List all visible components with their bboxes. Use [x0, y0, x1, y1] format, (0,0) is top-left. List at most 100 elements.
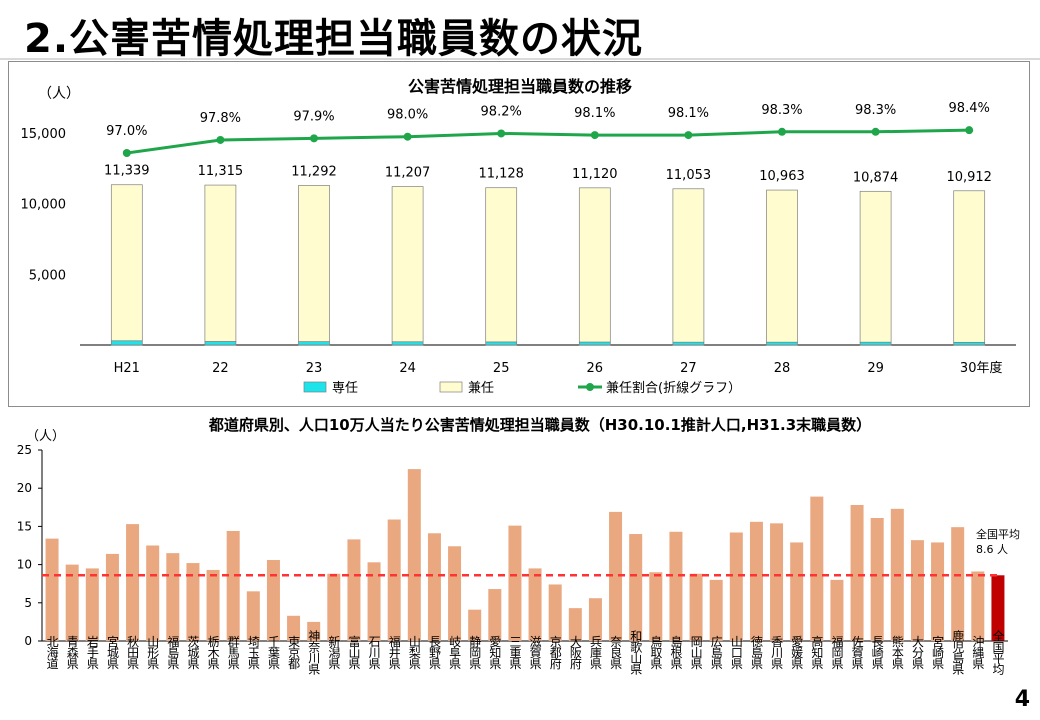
- bar-senin: [766, 341, 798, 346]
- prefecture-bar: [186, 563, 200, 641]
- prefecture-label: 奈良県: [609, 635, 623, 669]
- bar-kennin: [859, 190, 892, 343]
- trend-y-tick-label: 10,000: [21, 198, 67, 213]
- prefecture-label: 茨城県: [186, 635, 200, 669]
- prefecture-label: 鳥取県: [649, 634, 663, 669]
- bar-senin: [672, 341, 705, 346]
- prefecture-label: 愛媛県: [790, 635, 804, 669]
- page-number: 4: [1014, 687, 1030, 712]
- ratio-label: 98.3%: [761, 103, 802, 118]
- prefecture-label: 熊本県: [890, 634, 904, 669]
- prefecture-label: 長崎県: [870, 635, 884, 669]
- prefecture-label: 群馬県: [226, 635, 240, 669]
- prefecture-bar: [427, 533, 441, 641]
- bar-kennin: [578, 187, 611, 343]
- prefecture-bar: [850, 505, 864, 641]
- prefecture-bar: [669, 531, 683, 641]
- bar-senin: [859, 341, 892, 346]
- prefecture-bar: [689, 573, 703, 641]
- bar-senin: [953, 341, 986, 346]
- prefecture-label: 福井県: [387, 634, 401, 669]
- prefecture-bar: [870, 517, 884, 641]
- prefecture-label: 鹿児島県: [951, 629, 965, 675]
- bar-kennin: [298, 185, 330, 342]
- prefecture-label: 東京都: [287, 635, 301, 669]
- prefecture-label: 京都府: [548, 635, 562, 669]
- prefecture-label: 青森県: [65, 635, 79, 669]
- prefecture-bar: [468, 609, 482, 641]
- total-value-label: 11,053: [666, 168, 712, 183]
- trend-x-tick-label: H21: [114, 361, 140, 376]
- prefecture-label: 広島県: [709, 635, 723, 669]
- prefecture-bar: [206, 569, 220, 641]
- prefecture-bar: [407, 469, 421, 641]
- prefecture-label: 徳島県: [749, 634, 763, 669]
- ratio-label: 97.8%: [200, 111, 241, 126]
- legend-senin-label: 専任: [332, 381, 358, 396]
- prefecture-label: 宮城県: [105, 634, 119, 669]
- trend-x-tick-label: 26: [587, 361, 604, 376]
- prefecture-y-tick-label: 15: [17, 519, 32, 533]
- prefecture-bar: [45, 538, 59, 641]
- total-value-label: 10,912: [946, 170, 992, 185]
- prefecture-label: 全国平均: [991, 629, 1005, 676]
- prefecture-label: 福島県: [166, 634, 180, 669]
- prefecture-bar: [588, 598, 602, 641]
- average-annotation-value: 8.6 人: [976, 543, 1008, 556]
- prefecture-bar: [146, 545, 160, 641]
- prefecture-label: 神奈川県: [307, 630, 321, 675]
- ratio-label: 98.3%: [855, 103, 896, 118]
- prefecture-label: 大分県: [910, 635, 924, 669]
- prefecture-bar: [609, 511, 623, 641]
- ratio-point: [684, 131, 693, 140]
- bar-senin: [485, 341, 518, 346]
- bar-senin: [204, 341, 237, 346]
- prefecture-label: 滋賀県: [528, 635, 542, 669]
- prefecture-y-tick-label: 25: [17, 443, 32, 457]
- legend-senin-swatch: [303, 381, 327, 393]
- legend-kennin-label: 兼任: [468, 381, 494, 396]
- prefecture-bar: [770, 523, 784, 641]
- prefecture-label: 三重県: [508, 636, 522, 670]
- prefecture-label: 香川県: [770, 635, 784, 669]
- trend-y-unit: （人）: [38, 86, 80, 102]
- prefecture-bar: [971, 571, 985, 641]
- prefecture-y-tick-label: 10: [17, 558, 32, 572]
- average-annotation-title: 全国平均: [976, 527, 1020, 541]
- prefecture-bar: [568, 608, 582, 641]
- ratio-label: 97.9%: [293, 109, 334, 124]
- bar-senin: [110, 340, 143, 346]
- bar-senin: [298, 341, 330, 346]
- prefecture-label: 埼玉県: [246, 635, 260, 669]
- prefecture-bar: [508, 525, 522, 641]
- trend-chart-frame: [8, 61, 1030, 407]
- prefecture-label: 長野県: [427, 635, 441, 669]
- trend-x-tick-label: 29: [867, 361, 884, 376]
- prefecture-bar: [85, 568, 99, 641]
- ratio-line: [126, 128, 970, 155]
- prefecture-label: 新潟県: [327, 634, 341, 669]
- prefecture-bar: [488, 589, 502, 641]
- prefecture-bar: [246, 591, 260, 641]
- prefecture-bar: [709, 579, 723, 641]
- prefecture-bar: [126, 524, 140, 641]
- prefecture-bar: [749, 521, 763, 641]
- prefecture-label: 秋田県: [126, 635, 140, 669]
- prefecture-bar: [910, 540, 924, 641]
- prefecture-label: 愛知県: [488, 635, 502, 669]
- total-value-label: 11,207: [385, 166, 431, 181]
- legend-ratio-label: 兼任割合(折線グラフ）: [606, 380, 741, 396]
- ratio-label: 98.4%: [949, 101, 990, 116]
- prefecture-y-unit: （人）: [26, 429, 65, 444]
- prefecture-bar: [327, 573, 341, 641]
- ratio-label: 98.1%: [668, 106, 709, 121]
- bar-senin: [578, 341, 611, 346]
- ratio-point: [122, 149, 131, 157]
- prefecture-bar: [830, 579, 844, 641]
- ratio-point: [590, 131, 599, 140]
- bar-kennin: [485, 187, 518, 343]
- slide-title: 2.公害苦情処理担当職員数の状況: [24, 16, 644, 62]
- prefecture-label: 岐阜県: [448, 635, 462, 669]
- bar-kennin: [672, 188, 705, 343]
